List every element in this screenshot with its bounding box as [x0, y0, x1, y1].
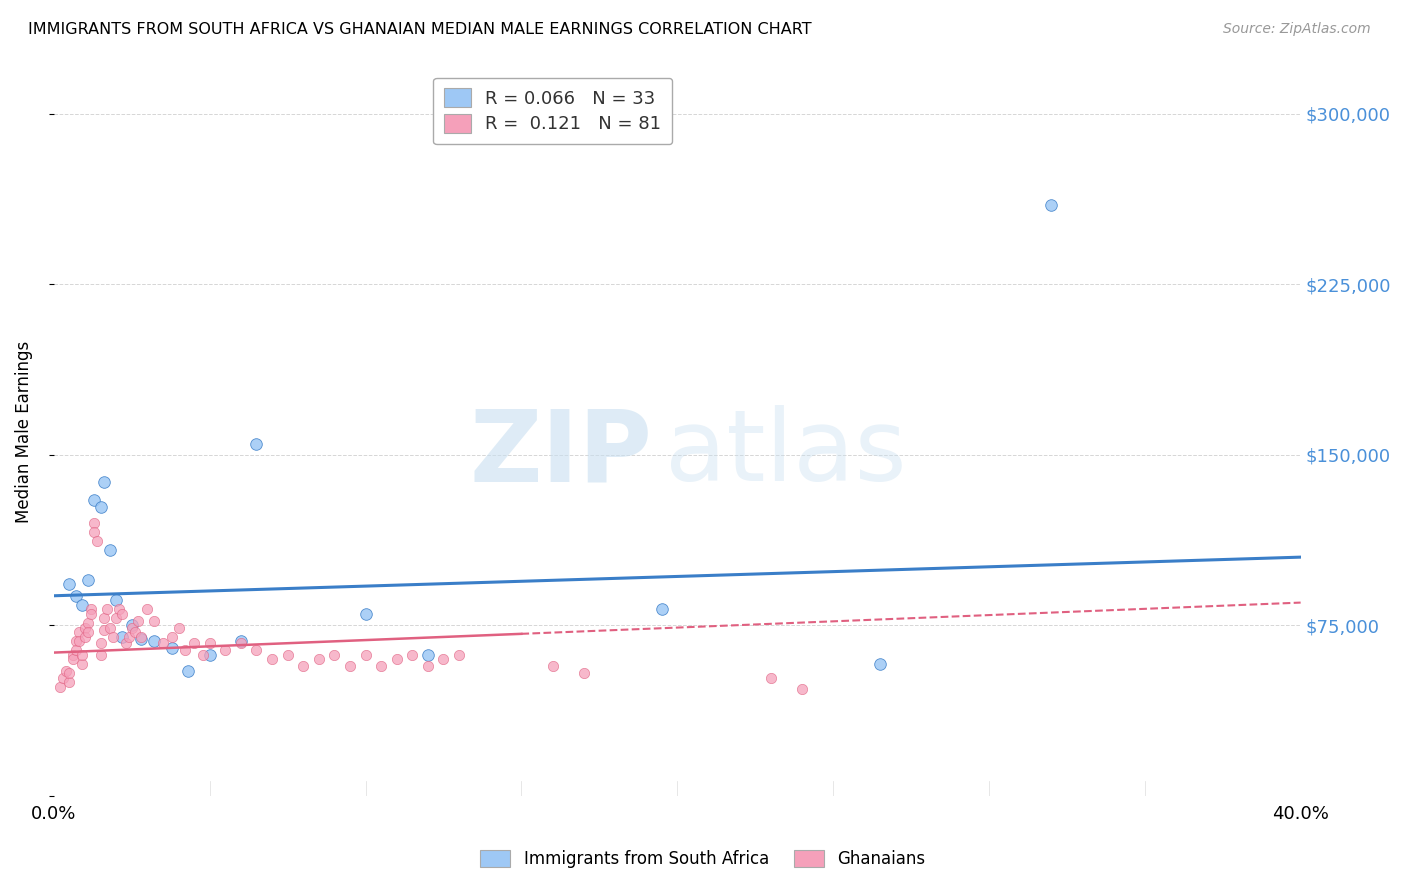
Point: [198, 648, 221, 662]
Point: [83, 516, 105, 530]
Point: [101, 630, 124, 644]
Point: [90, 500, 112, 515]
Point: [93, 611, 115, 625]
Point: [90, 636, 112, 650]
Point: [49, 680, 72, 694]
Point: [117, 630, 139, 644]
Point: [80, 607, 103, 621]
Point: [260, 652, 283, 666]
Point: [73, 621, 96, 635]
Point: [62, 648, 84, 662]
Point: [121, 621, 143, 635]
Point: [77, 615, 100, 630]
Point: [869, 657, 891, 671]
Point: [136, 602, 159, 616]
Point: [651, 602, 673, 616]
Point: [93, 623, 115, 637]
Point: [111, 630, 134, 644]
Point: [129, 632, 152, 646]
Point: [83, 493, 105, 508]
Point: [80, 602, 103, 616]
Point: [90, 648, 112, 662]
Point: [416, 659, 439, 673]
Point: [83, 525, 105, 540]
Point: [432, 652, 454, 666]
Point: [447, 648, 470, 662]
Text: ZIP: ZIP: [470, 406, 652, 502]
Point: [142, 634, 165, 648]
Point: [58, 666, 80, 681]
Point: [86, 534, 108, 549]
Point: [167, 621, 190, 635]
Point: [759, 671, 782, 685]
Point: [77, 625, 100, 640]
Legend: R = 0.066   N = 33, R =  0.121   N = 81: R = 0.066 N = 33, R = 0.121 N = 81: [433, 78, 672, 145]
Point: [93, 475, 115, 490]
Text: IMMIGRANTS FROM SOUTH AFRICA VS GHANAIAN MEDIAN MALE EARNINGS CORRELATION CHART: IMMIGRANTS FROM SOUTH AFRICA VS GHANAIAN…: [28, 22, 811, 37]
Point: [105, 611, 128, 625]
Point: [67, 634, 90, 648]
Point: [370, 659, 392, 673]
Point: [70, 657, 93, 671]
Point: [77, 573, 100, 587]
Point: [193, 648, 215, 662]
Text: atlas: atlas: [665, 406, 907, 502]
Point: [58, 577, 80, 591]
Point: [127, 614, 149, 628]
Point: [245, 643, 267, 657]
Point: [214, 643, 236, 657]
Point: [114, 636, 136, 650]
Point: [173, 643, 195, 657]
Point: [152, 636, 174, 650]
Point: [55, 664, 77, 678]
Point: [162, 630, 184, 644]
Point: [142, 614, 165, 628]
Point: [108, 602, 131, 616]
Point: [183, 636, 205, 650]
Point: [292, 659, 315, 673]
Point: [572, 666, 595, 681]
Point: [162, 640, 184, 655]
Point: [65, 634, 87, 648]
Point: [1040, 198, 1063, 212]
Legend: Immigrants from South Africa, Ghanaians: Immigrants from South Africa, Ghanaians: [474, 843, 932, 875]
Point: [229, 634, 252, 648]
Point: [401, 648, 423, 662]
Point: [229, 636, 252, 650]
Text: Source: ZipAtlas.com: Source: ZipAtlas.com: [1223, 22, 1371, 37]
Point: [790, 681, 813, 696]
Point: [98, 621, 121, 635]
Point: [245, 436, 267, 450]
Point: [541, 659, 564, 673]
Point: [65, 589, 87, 603]
Point: [105, 593, 128, 607]
Point: [111, 607, 134, 621]
Point: [308, 652, 330, 666]
Point: [52, 671, 75, 685]
Point: [62, 652, 84, 666]
Point: [354, 648, 377, 662]
Point: [198, 636, 221, 650]
Point: [177, 664, 200, 678]
Point: [70, 598, 93, 612]
Point: [323, 648, 346, 662]
Point: [98, 543, 121, 558]
Point: [416, 648, 439, 662]
Point: [385, 652, 408, 666]
Point: [70, 648, 93, 662]
Y-axis label: Median Male Earnings: Median Male Earnings: [15, 341, 32, 524]
Point: [58, 675, 80, 690]
Point: [96, 602, 118, 616]
Point: [277, 648, 299, 662]
Point: [129, 630, 152, 644]
Point: [339, 659, 361, 673]
Point: [354, 607, 377, 621]
Point: [124, 625, 146, 640]
Point: [121, 618, 143, 632]
Point: [65, 643, 87, 657]
Point: [73, 630, 96, 644]
Point: [67, 625, 90, 640]
